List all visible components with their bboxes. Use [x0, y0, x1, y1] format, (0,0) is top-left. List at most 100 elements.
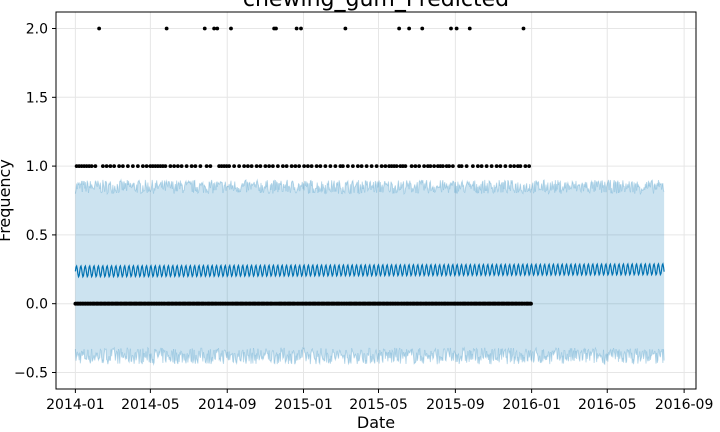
- observed-point: [175, 164, 180, 169]
- x-tick-label: 2016-09: [655, 397, 714, 413]
- observed-point: [245, 164, 250, 169]
- observed-point: [309, 164, 314, 169]
- observed-point: [464, 164, 469, 169]
- observed-point: [302, 164, 307, 169]
- observed-point: [374, 164, 379, 169]
- observed-point: [258, 164, 263, 169]
- observed-point: [432, 164, 437, 169]
- observed-point: [275, 164, 280, 169]
- x-axis-ticks: 2014-01 2014-05 2014-09 2015-01 2015-05 2015-…: [46, 389, 713, 413]
- observed-point: [202, 26, 207, 31]
- observed-point: [293, 164, 298, 169]
- observed-point: [403, 164, 408, 169]
- y-axis-ticks: −0.5 0.0 0.5 1.0 1.5 2.0: [14, 22, 56, 381]
- observed-point: [328, 164, 333, 169]
- observed-point: [527, 164, 532, 169]
- observed-point: [394, 164, 399, 169]
- observed-point: [125, 164, 130, 169]
- observed-point: [189, 164, 194, 169]
- observed-point: [242, 164, 247, 169]
- observed-point: [232, 164, 237, 169]
- observed-point: [428, 164, 433, 169]
- observed-point: [323, 164, 328, 169]
- observed-point: [215, 26, 220, 31]
- observed-point: [164, 26, 169, 31]
- observed-point: [168, 164, 173, 169]
- observed-point: [498, 164, 503, 169]
- x-axis-label: Date: [357, 413, 395, 432]
- observed-point: [163, 164, 168, 169]
- observed-point: [198, 164, 203, 169]
- observed-point: [523, 164, 528, 169]
- observed-point: [470, 164, 475, 169]
- observed-point: [479, 164, 484, 169]
- observed-point: [97, 26, 102, 31]
- observed-point: [409, 164, 414, 169]
- observed-point: [467, 26, 472, 31]
- observed-point: [417, 164, 422, 169]
- y-tick-label: 1.5: [26, 90, 48, 106]
- observed-point: [284, 164, 289, 169]
- observed-point: [420, 26, 425, 31]
- x-tick-label: 2015-05: [349, 397, 408, 413]
- chart-title: chewing_gum_Predicted: [243, 0, 509, 12]
- observed-point: [280, 164, 285, 169]
- observed-point: [447, 164, 452, 169]
- observed-point: [450, 164, 455, 169]
- observed-point: [294, 26, 299, 31]
- observed-point: [484, 164, 489, 169]
- observed-zero-layer: [73, 301, 533, 306]
- observed-point: [521, 26, 526, 31]
- observed-point: [204, 164, 209, 169]
- x-tick-label: 2014-01: [46, 397, 105, 413]
- x-tick-label: 2014-09: [198, 397, 257, 413]
- observed-point: [267, 164, 272, 169]
- observed-point: [179, 164, 184, 169]
- observed-point: [172, 164, 177, 169]
- observed-point: [184, 164, 189, 169]
- observed-point: [350, 164, 355, 169]
- observed-point: [117, 164, 122, 169]
- plot-frame: [55, 11, 697, 390]
- observed-point: [422, 164, 427, 169]
- interval-lower-edge: [74, 346, 665, 366]
- x-tick-label: 2014-05: [121, 397, 180, 413]
- y-tick-label: 1.0: [26, 159, 48, 175]
- observed-point: [135, 164, 140, 169]
- observed-point: [289, 164, 294, 169]
- observed-point: [508, 164, 513, 169]
- y-tick-label: −0.5: [14, 365, 48, 381]
- observed-point: [140, 164, 145, 169]
- observed-point: [449, 26, 453, 31]
- observed-point: [112, 164, 117, 169]
- forecast-layer: [74, 262, 665, 279]
- observed-point: [355, 164, 360, 169]
- observed-point: [89, 164, 94, 169]
- observed-point: [299, 26, 303, 31]
- observed-point: [397, 26, 402, 31]
- observed-point: [413, 164, 418, 169]
- uncertainty-band-layer: [74, 178, 665, 366]
- uncertainty-band: [75, 179, 665, 365]
- observed-point: [249, 164, 254, 169]
- x-tick-label: 2016-05: [578, 397, 637, 413]
- observed-point: [489, 164, 494, 169]
- observed-point: [144, 164, 149, 169]
- observed-point: [305, 164, 310, 169]
- observed-point: [364, 164, 369, 169]
- y-tick-label: 0.5: [26, 228, 48, 244]
- observed-point: [263, 164, 268, 169]
- observed-points: [74, 26, 532, 169]
- observed-point: [503, 164, 508, 169]
- y-tick-label: 0.0: [26, 297, 48, 313]
- observed-point: [100, 164, 105, 169]
- observed-point: [120, 164, 125, 169]
- observed-point: [318, 164, 323, 169]
- observed-point: [512, 164, 517, 169]
- observed-point: [494, 164, 499, 169]
- x-tick-label: 2016-01: [502, 397, 561, 413]
- observed-point: [104, 164, 109, 169]
- observed-point: [343, 26, 348, 31]
